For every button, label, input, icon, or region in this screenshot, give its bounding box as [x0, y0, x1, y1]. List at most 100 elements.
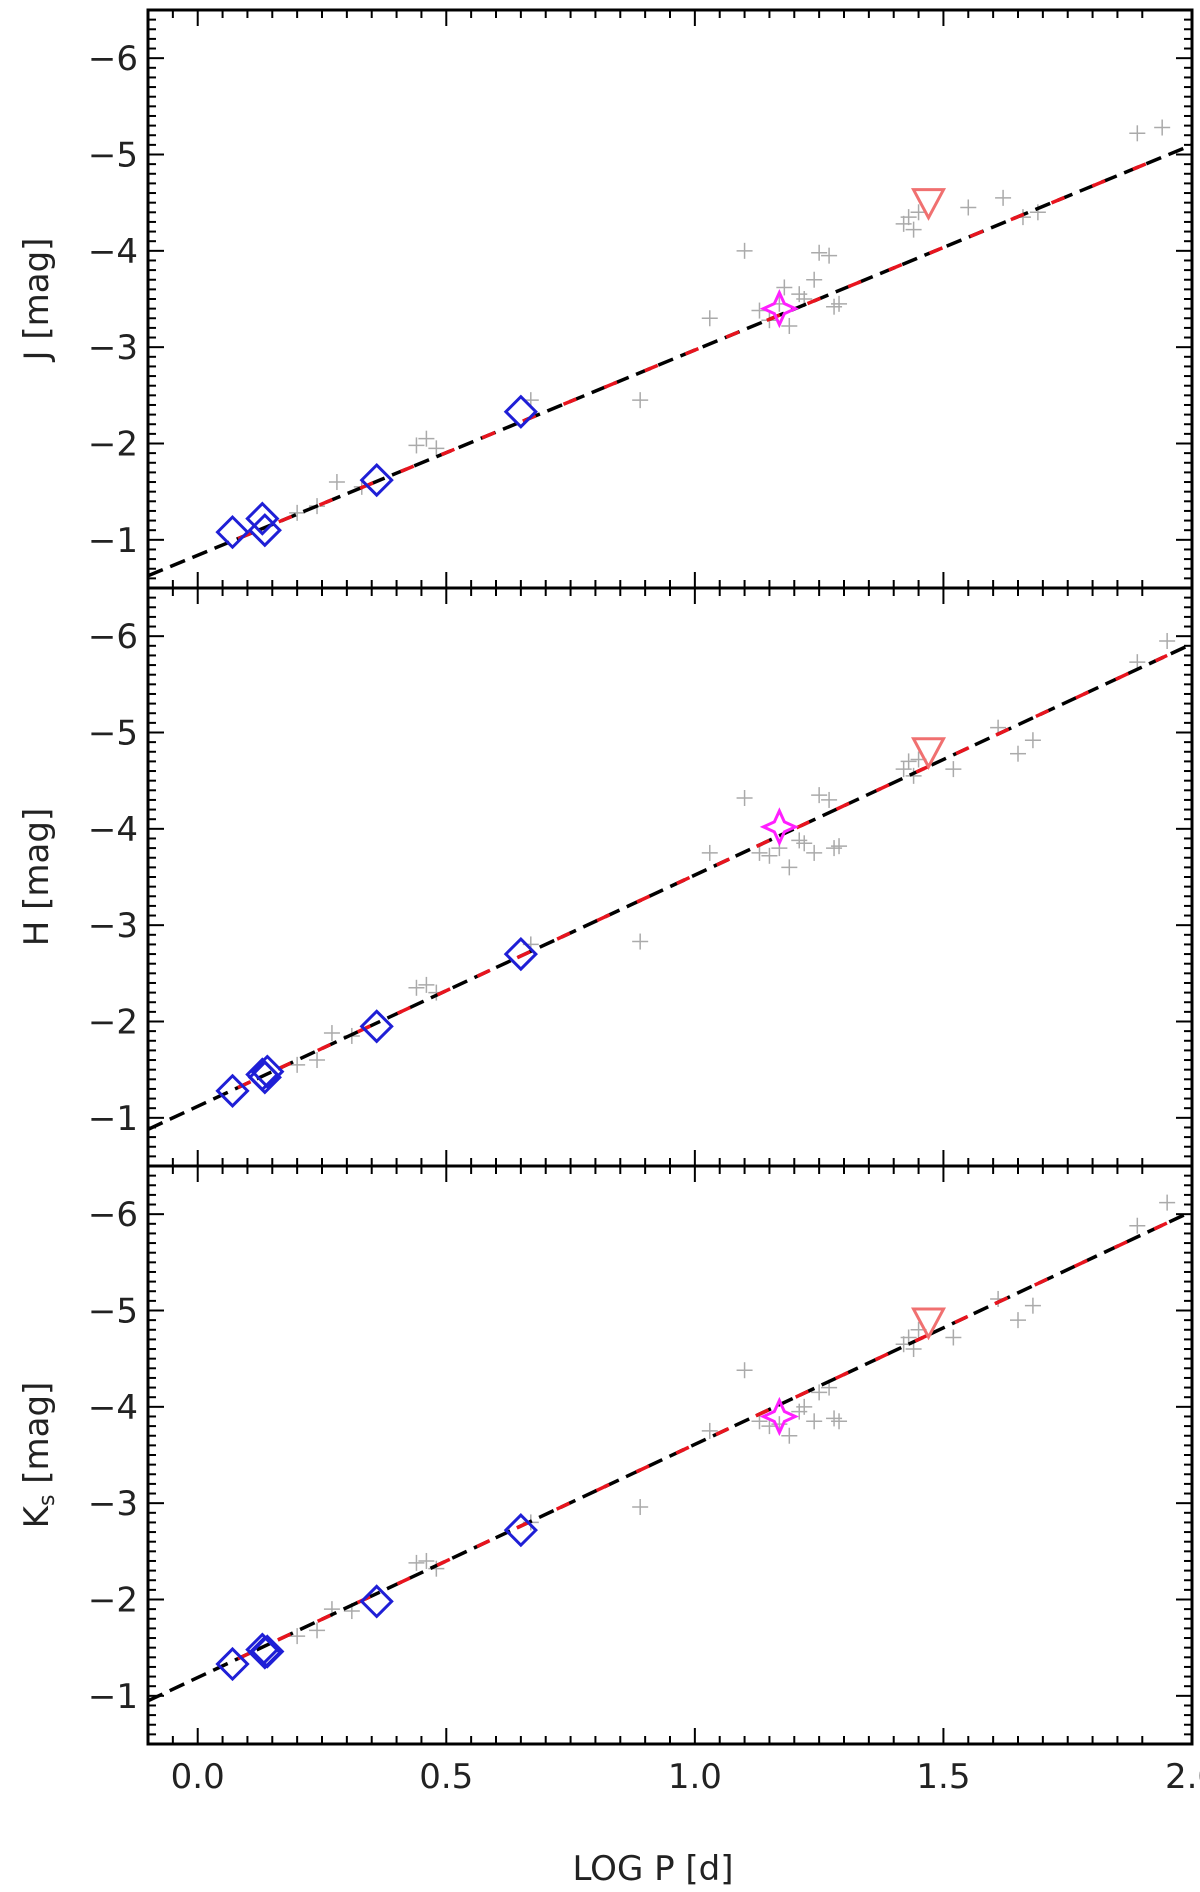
y-tick-label: −5: [88, 714, 138, 754]
triangle-point: [911, 1307, 947, 1341]
cross-point: [905, 221, 922, 238]
diamond-point: [503, 1513, 538, 1548]
cross-point: [806, 844, 823, 861]
y-tick-label: −6: [88, 1195, 138, 1235]
x-tick-label: 1.5: [916, 1757, 970, 1797]
diamond-point: [245, 501, 280, 536]
y-tick-label: −4: [88, 1388, 138, 1428]
panel-2: −1 −2 −3 −4 −5 −6 H [mag]: [17, 586, 1194, 1168]
cross-point: [408, 979, 425, 996]
cross-point: [309, 1622, 326, 1639]
cross-point: [328, 474, 345, 491]
star-point: [759, 807, 799, 847]
cross-point: [1159, 1194, 1176, 1211]
y-tick-label: −5: [88, 136, 138, 176]
cross-point: [905, 767, 922, 784]
diamond-point: [359, 1584, 394, 1619]
panel-3: −1 −2 −3 −4 −5 −6 Ks [mag]: [17, 1164, 1194, 1746]
diamond-point: [215, 515, 250, 550]
plot-area: [148, 632, 1192, 1131]
y-tick-label: −3: [88, 1484, 138, 1524]
diamond-point: [359, 462, 394, 498]
cross-point: [1024, 1297, 1041, 1314]
cross-point: [632, 1499, 649, 1516]
cross-point: [751, 844, 768, 861]
cross-point: [821, 791, 838, 808]
cross-point: [831, 295, 848, 312]
cross-point: [736, 790, 753, 807]
star-point: [759, 289, 799, 329]
plot-area: [148, 1194, 1192, 1703]
cross-point: [781, 317, 798, 334]
diamond-point: [250, 1054, 285, 1089]
cross-point: [408, 1554, 425, 1571]
cross-point: [418, 976, 435, 993]
y-tick-label: −2: [88, 425, 138, 465]
y-tick-label: −1: [88, 1677, 138, 1717]
cross-point: [289, 504, 306, 521]
cross-point: [632, 933, 649, 950]
cross-point: [323, 1025, 340, 1042]
diamond-point: [215, 1073, 250, 1108]
cross-point: [289, 1056, 306, 1073]
triangle-point: [911, 188, 947, 221]
x-tick-label: 0.0: [171, 1757, 225, 1797]
y-tick-label: −6: [88, 39, 138, 79]
cross-point: [796, 835, 813, 852]
cross-point: [945, 761, 962, 778]
cross-point: [806, 1413, 823, 1430]
cross-point: [796, 1398, 813, 1415]
cross-point: [309, 1052, 326, 1069]
diamond-point: [503, 936, 538, 972]
y-tick-label: −4: [88, 810, 138, 850]
x-tick-labels: 0.0 0.5 1.0 1.5 2.0: [171, 1757, 1200, 1797]
cross-point: [811, 1384, 828, 1401]
y-axis-title: J [mag]: [17, 238, 57, 363]
y-tick-label: −5: [88, 1292, 138, 1332]
y-tick-label: −4: [88, 232, 138, 272]
x-axis-title: LOG P [d]: [572, 1849, 733, 1889]
cross-point: [701, 310, 718, 327]
plot-area: [148, 119, 1192, 578]
cross-point: [736, 1362, 753, 1379]
cross-point: [632, 392, 649, 409]
diamond-point: [250, 1634, 285, 1669]
cross-point: [701, 1422, 718, 1439]
y-tick-label: −1: [88, 1099, 138, 1139]
cross-point: [900, 753, 917, 770]
cross-point: [418, 1552, 435, 1569]
cross-point: [1159, 632, 1176, 649]
cross-point: [806, 271, 823, 288]
cross-point: [811, 244, 828, 261]
cross-point: [1129, 1217, 1146, 1234]
cross-point: [1129, 125, 1146, 142]
cross-point: [821, 247, 838, 264]
cross-point: [776, 279, 793, 296]
cross-point: [831, 838, 848, 855]
triangle-point: [911, 737, 947, 770]
cross-point: [960, 199, 977, 216]
cross-point: [408, 437, 425, 454]
cross-point: [736, 242, 753, 259]
x-tick-label: 0.5: [419, 1757, 473, 1797]
diamond-point: [247, 513, 282, 548]
cross-point: [811, 787, 828, 804]
cross-point: [1024, 732, 1041, 749]
y-tick-label: −3: [88, 906, 138, 946]
y-tick-label: −3: [88, 328, 138, 368]
cross-point: [781, 859, 798, 876]
cross-point: [701, 844, 718, 861]
y-tick-label: −6: [88, 617, 138, 657]
cross-point: [761, 847, 778, 864]
y-tick-label: −1: [88, 521, 138, 561]
x-tick-label: 2.0: [1165, 1757, 1200, 1797]
panel-1: −1 −2 −3 −4 −5 −6 J [mag]: [17, 8, 1194, 590]
y-axis-title: H [mag]: [17, 808, 57, 946]
cross-point: [1154, 119, 1171, 136]
y-axis-title: Ks [mag]: [17, 1382, 60, 1529]
cross-point: [1010, 745, 1026, 762]
cross-point: [995, 189, 1012, 206]
diamond-point: [215, 1646, 250, 1682]
cross-point: [1010, 1312, 1026, 1329]
